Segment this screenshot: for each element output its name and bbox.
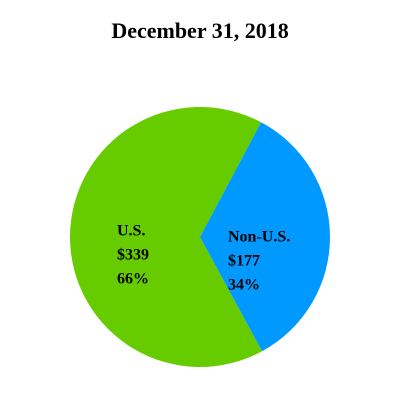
- chart-title: December 31, 2018: [111, 18, 288, 43]
- value-label: $177: [228, 253, 260, 270]
- pie-slice: [200, 122, 330, 352]
- value-label: $339: [117, 247, 149, 264]
- percent-label: 66%: [117, 271, 149, 288]
- slice-label: U.S.: [117, 223, 145, 240]
- percent-label: 34%: [228, 277, 260, 294]
- pie-slice: [69, 107, 263, 367]
- slice-label: Non-U.S.: [228, 229, 290, 246]
